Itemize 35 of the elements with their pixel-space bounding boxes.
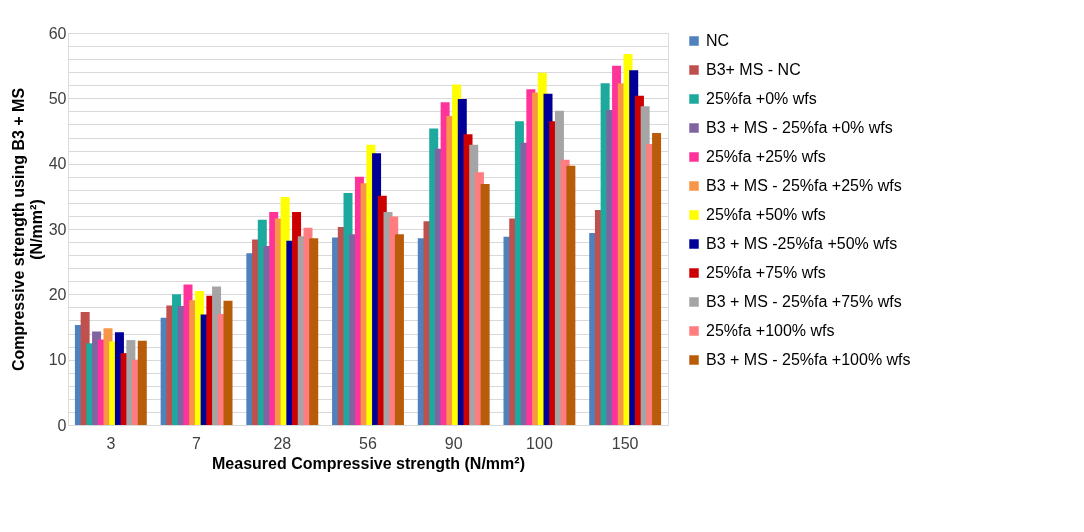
- legend-label: B3 + MS -25%fa +50% wfs: [706, 235, 898, 252]
- legend-label: B3+ MS - NC: [706, 61, 801, 78]
- bar: [137, 340, 147, 425]
- y-tick-label: 30: [48, 220, 67, 238]
- y-tick-label: 40: [48, 155, 67, 173]
- legend-label: 25%fa +75% wfs: [706, 264, 826, 281]
- x-axis-title: Measured Compressive strength (N/mm²): [212, 454, 525, 472]
- x-tick-label: 90: [444, 434, 463, 452]
- legend-label: 25%fa +100% wfs: [706, 322, 835, 339]
- legend-label: B3 + MS - 25%fa +25% wfs: [706, 177, 902, 194]
- legend-label: 25%fa +0% wfs: [706, 90, 817, 107]
- x-tick-label: 7: [192, 434, 202, 452]
- x-tick-label: 56: [359, 434, 377, 452]
- bar: [223, 300, 233, 425]
- legend-label: B3 + MS - 25%fa +0% wfs: [706, 119, 893, 136]
- x-tick-label: 100: [526, 434, 553, 452]
- legend-label: B3 + MS - 25%fa +100% wfs: [706, 351, 911, 368]
- y-tick-label: 10: [48, 351, 67, 369]
- y-tick-label: 50: [48, 89, 67, 107]
- x-tick-label: 150: [611, 434, 639, 452]
- legend-label: NC: [706, 32, 730, 49]
- bar: [566, 165, 576, 425]
- legend-label: 25%fa +25% wfs: [706, 148, 826, 165]
- y-tick-label: 0: [57, 416, 67, 434]
- x-tick-label: 28: [273, 434, 292, 452]
- legend-label: B3 + MS - 25%fa +75% wfs: [706, 293, 902, 310]
- y-tick-label: 20: [48, 285, 67, 303]
- y-tick-label: 60: [48, 24, 67, 42]
- x-tick-label: 3: [106, 434, 116, 452]
- bar: [394, 234, 404, 425]
- bar: [652, 132, 662, 425]
- bar: [309, 238, 319, 425]
- y-axis-title: Compressive strength using B3 + MS (N/mm²): [9, 87, 45, 372]
- bar: [480, 183, 490, 425]
- legend-label: 25%fa +50% wfs: [706, 206, 826, 223]
